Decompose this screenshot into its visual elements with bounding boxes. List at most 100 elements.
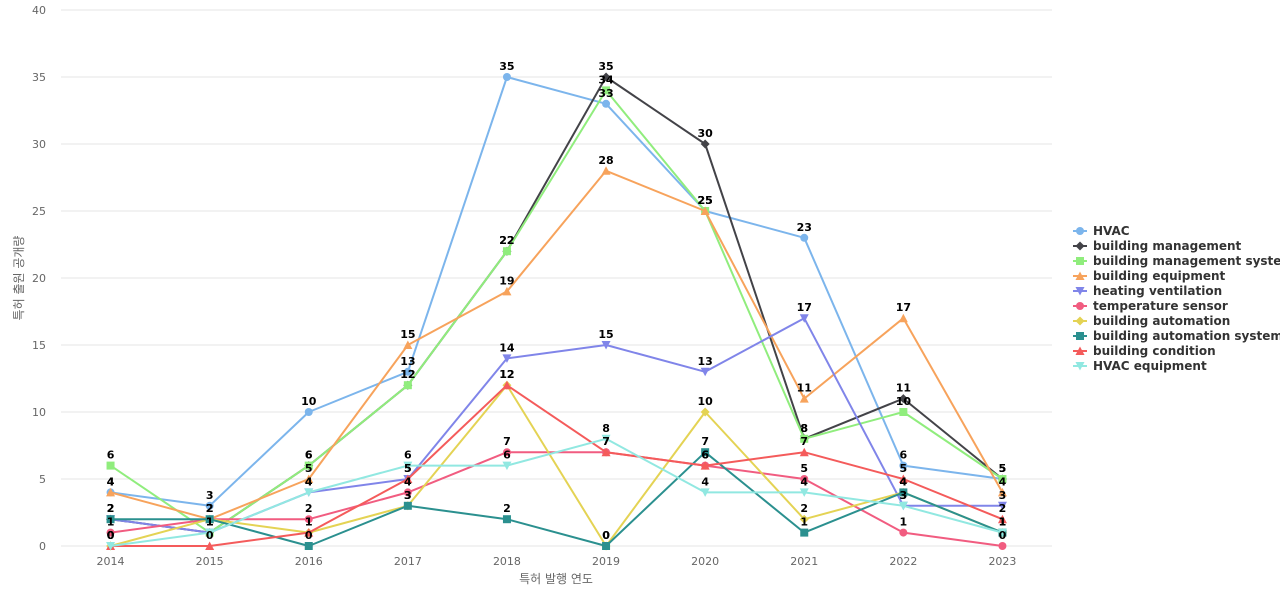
data-label: 12 [499, 368, 514, 381]
legend-item[interactable]: building management [1073, 239, 1242, 253]
series-8 [106, 448, 1007, 550]
y-tick-label: 5 [39, 473, 46, 486]
series-7 [106, 380, 1007, 551]
data-point [304, 515, 313, 524]
data-label: 23 [797, 221, 812, 234]
data-point [997, 528, 1007, 538]
data-point [205, 528, 215, 538]
data-label: 1 [206, 516, 214, 529]
data-label: 5 [900, 462, 908, 475]
legend-label: building management [1093, 239, 1242, 253]
legend-item[interactable]: building condition [1073, 344, 1216, 358]
data-point [106, 542, 116, 551]
data-point [800, 434, 809, 443]
data-point [502, 247, 511, 256]
data-label: 1 [999, 516, 1007, 529]
data-labels: 4310133533252365216122235308115616122234… [107, 60, 1007, 542]
data-label: 5 [999, 462, 1007, 475]
data-point [304, 528, 314, 537]
data-point [403, 340, 413, 349]
data-label: 6 [701, 449, 709, 462]
legend-item[interactable]: building equipment [1073, 269, 1226, 283]
data-point [205, 541, 215, 550]
data-point [898, 313, 908, 323]
data-point [799, 394, 809, 403]
legend-item[interactable]: building automation [1073, 314, 1230, 328]
data-label: 25 [697, 194, 712, 207]
data-point [502, 461, 512, 471]
data-label: 3 [206, 489, 214, 502]
data-point [403, 461, 413, 471]
data-label: 25 [697, 194, 712, 207]
legend-item[interactable]: HVAC equipment [1073, 359, 1207, 373]
y-axis-title: 특허 출원 공개량 [12, 236, 26, 321]
data-label: 19 [499, 274, 514, 287]
data-label: 0 [107, 529, 115, 542]
x-tick-label: 2022 [889, 555, 917, 568]
data-point [403, 488, 412, 497]
data-label: 22 [499, 234, 514, 247]
x-tick-label: 2015 [196, 555, 224, 568]
data-point [602, 86, 611, 95]
data-label: 15 [400, 328, 415, 341]
series-5 [106, 314, 1007, 538]
legend-item[interactable]: heating ventilation [1073, 284, 1222, 298]
y-axis: 0 5 10 15 20 25 30 35 40 [32, 4, 46, 553]
data-point [601, 447, 611, 457]
gridlines [61, 9, 1052, 547]
data-point [403, 367, 412, 376]
data-label: 5 [305, 462, 313, 475]
legend-marker [1076, 302, 1084, 310]
y-tick-label: 20 [32, 272, 46, 285]
y-tick-label: 35 [32, 71, 46, 84]
data-label: 6 [900, 449, 908, 462]
legend-label: building automation system [1093, 329, 1280, 343]
data-point [601, 72, 611, 82]
legend-label: building management system [1093, 254, 1280, 268]
data-point [106, 528, 115, 537]
data-label: 2 [305, 502, 313, 515]
legend-marker [1075, 346, 1085, 355]
y-tick-label: 10 [32, 406, 46, 419]
data-point [502, 354, 512, 363]
x-tick-label: 2021 [790, 555, 818, 568]
legend-marker [1076, 332, 1084, 340]
data-label: 6 [404, 449, 412, 462]
data-label: 33 [598, 87, 613, 100]
data-label: 1 [900, 516, 908, 529]
data-label: 4 [900, 475, 908, 488]
legend-marker [1076, 257, 1084, 265]
data-label: 6 [107, 449, 115, 462]
data-label: 0 [602, 529, 610, 542]
data-point [800, 233, 809, 242]
data-label: 8 [800, 422, 808, 435]
y-tick-label: 40 [32, 4, 46, 17]
legend-item[interactable]: building management system [1073, 254, 1280, 268]
data-label: 10 [896, 395, 912, 408]
legend-item[interactable]: HVAC [1073, 224, 1130, 238]
data-point [898, 501, 908, 511]
data-label: 0 [305, 529, 313, 542]
data-label: 4 [900, 475, 908, 488]
x-tick-label: 2019 [592, 555, 620, 568]
data-label: 28 [598, 154, 613, 167]
series-line [110, 384, 1003, 547]
data-point [403, 501, 412, 510]
data-label: 13 [400, 355, 415, 368]
data-label: 7 [602, 435, 610, 448]
y-tick-label: 15 [32, 339, 46, 352]
legend-item[interactable]: temperature sensor [1073, 299, 1228, 313]
data-point [304, 488, 314, 497]
series-line [110, 169, 1004, 521]
data-label: 11 [896, 382, 911, 395]
data-point [601, 166, 611, 175]
legend-item[interactable]: building automation system [1073, 329, 1280, 343]
series-line [110, 76, 1003, 507]
data-label: 3 [404, 489, 412, 502]
x-tick-label: 2014 [97, 555, 125, 568]
data-label: 5 [404, 462, 412, 475]
data-point [898, 394, 908, 404]
series-9 [106, 380, 1007, 550]
